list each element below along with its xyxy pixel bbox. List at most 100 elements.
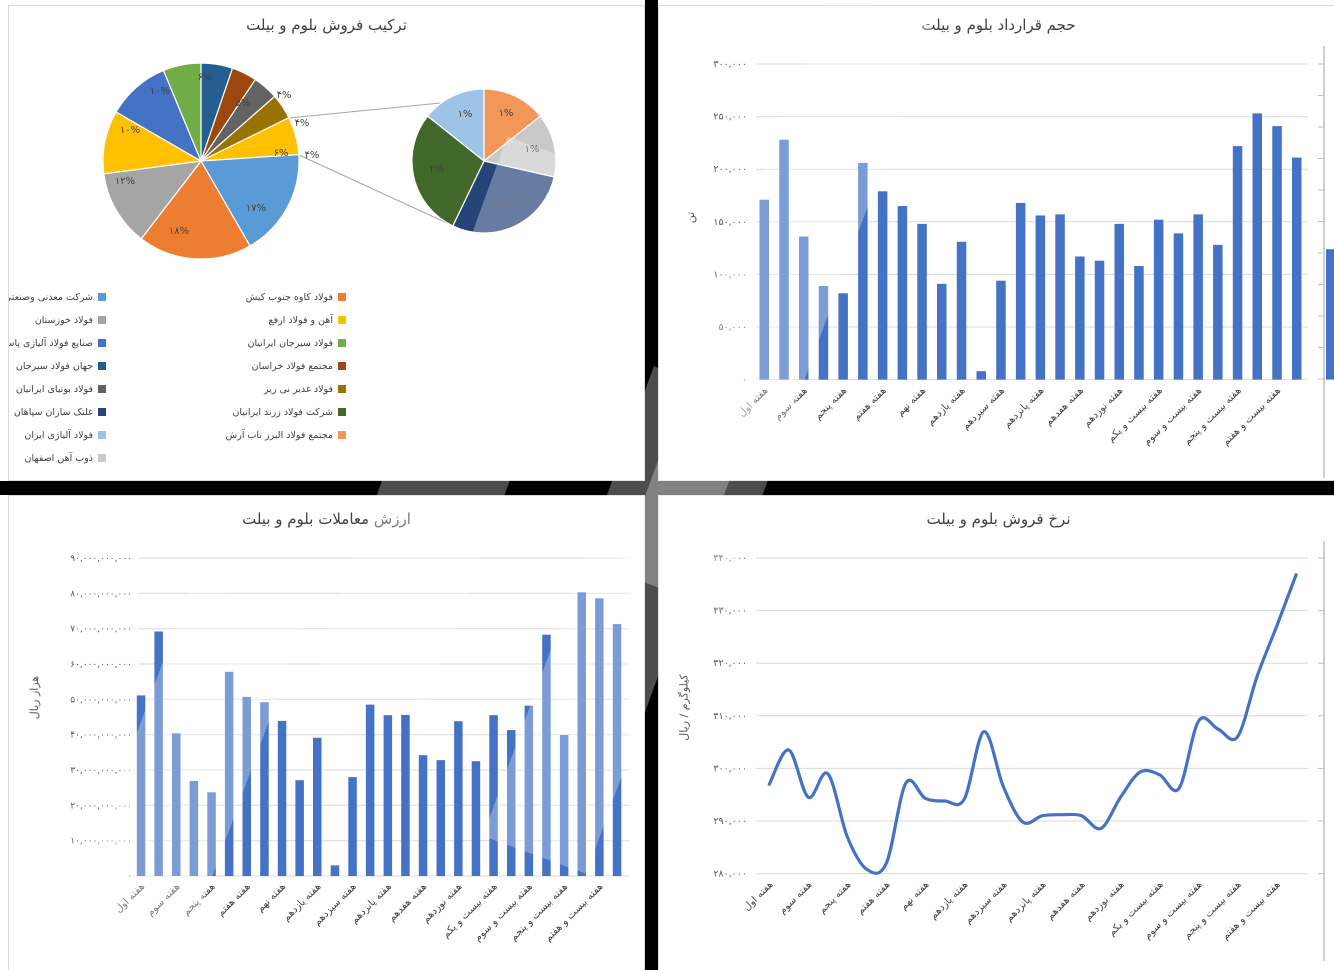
bar: [917, 223, 927, 380]
bar: [436, 760, 445, 876]
x-tick-label: هفته نهم: [898, 879, 931, 912]
legend-label: شرکت معدنی وصنعتی چادرملو: [9, 292, 93, 303]
pie-slice: [140, 159, 251, 260]
bar: [471, 761, 481, 876]
x-tick-label: هفته سوم: [773, 385, 810, 422]
legend-swatch: [98, 385, 106, 393]
bar: [1232, 146, 1243, 380]
y-tick-label: ۳۲۰,۰۰۰: [713, 658, 747, 669]
bar: [313, 737, 322, 876]
chart-title-contract-volume: حجم قرارداد بلوم و بیلت: [921, 16, 1076, 34]
y-tick-label: ۵۰,۰۰۰,۰۰۰,۰۰۰: [70, 695, 132, 705]
pie-connector-line: [288, 100, 462, 119]
legend-label: ذوب آهن اصفهان: [25, 451, 93, 464]
bar: [260, 702, 269, 876]
pie-percent-label: ۱۷%: [246, 203, 266, 214]
y-tick-label: ۴۰,۰۰۰,۰۰۰,۰۰۰: [70, 731, 132, 741]
bar: [1292, 157, 1302, 380]
y-tick-label: ۱۰۰,۰۰۰: [713, 269, 747, 280]
bar: [877, 191, 888, 380]
bar: [489, 715, 498, 876]
y-tick-label: ۳۴۰,۰۰۰: [713, 553, 747, 564]
legend-label: فولاد خوزستان: [35, 315, 93, 326]
x-tick-label: هفته سیزدهم: [960, 385, 1007, 432]
bar: [542, 634, 551, 876]
bar: [295, 780, 304, 876]
bar: [956, 241, 967, 380]
legend-swatch: [338, 408, 346, 416]
y-tick-label: ۷۰,۰۰۰,۰۰۰,۰۰۰: [70, 625, 132, 635]
bar: [1075, 256, 1085, 380]
legend-label: فولاد بوتیای ایرانیان: [16, 384, 93, 395]
legend-swatch: [98, 339, 106, 347]
pie-slice-secondary: [482, 115, 557, 178]
divider-horizontal: [0, 481, 1334, 495]
y-tick-label: ۳۰,۰۰۰,۰۰۰,۰۰۰: [70, 766, 132, 776]
x-tick-label: هفته پنجم: [817, 879, 854, 916]
pie-slice-secondary: [411, 115, 485, 227]
bar: [612, 624, 622, 876]
pie-percent-label: ۵%: [236, 98, 251, 109]
legend-swatch: [338, 362, 346, 370]
bar: [1134, 266, 1144, 380]
legend-swatch: [98, 408, 106, 416]
y-tick-label: ۸۰,۰۰۰,۰۰۰,۰۰۰: [70, 589, 132, 599]
bar: [383, 715, 393, 876]
legend-swatch: [338, 293, 346, 301]
legend-swatch: [98, 431, 106, 439]
x-tick-label: هفته هفتم: [851, 385, 888, 422]
pie-slice-secondary: [451, 160, 555, 234]
pie-percent-label: ۱%: [458, 109, 473, 120]
y-tick-label: ۲۰,۰۰۰,۰۰۰,۰۰۰: [70, 801, 132, 811]
bar: [136, 695, 146, 876]
x-tick-label: هفته پنجم: [181, 881, 218, 918]
x-tick-label: هفته هفدهم: [1043, 385, 1086, 428]
pie-percent-label: ۴%: [277, 90, 292, 101]
chart-title-sale-rate: نرخ فروش بلوم و بیلت: [926, 510, 1071, 528]
bar: [277, 720, 287, 876]
bar: [1094, 260, 1105, 380]
panel-trade-value: ارزش معاملات بلوم و بیلت هزار ریال ۹۰,۰۰…: [8, 495, 645, 970]
bar: [454, 721, 463, 876]
bar: [330, 865, 340, 876]
bar: [418, 755, 428, 876]
legend-label: جهان فولاد سیرجان: [16, 361, 93, 372]
pie-percent-label: ۴%: [295, 118, 310, 129]
x-tick-label: هفته یازدهم: [925, 385, 967, 427]
bar: [154, 631, 163, 876]
bar: [976, 371, 986, 380]
x-tick-label: هفته هفدهم: [1045, 879, 1088, 922]
legend-label: مجتمع فولاد خراسان: [252, 361, 333, 372]
pie-percent-label: ۲%: [499, 199, 514, 210]
value-bar-chart-svg: ۹۰,۰۰۰,۰۰۰,۰۰۰ ۸۰,۰۰۰,۰۰۰,۰۰۰ ۷۰,۰۰۰,۰۰۰,۰…: [70, 554, 629, 944]
bar: [1252, 113, 1262, 380]
bar: [172, 733, 181, 876]
bar: [401, 714, 410, 876]
pie-percent-label: ۱۸%: [169, 226, 189, 237]
legend-label: فولاد کاوه جنوب کیش: [246, 292, 333, 303]
rate-line: [767, 573, 1298, 875]
y-tick-label: ۱۰,۰۰۰,۰۰۰,۰۰۰: [70, 837, 132, 847]
x-tick-label: هفته هفتم: [855, 879, 892, 916]
x-tick-label: هفته پانزدهم: [1002, 385, 1047, 430]
pie-percent-label: ۶%: [198, 72, 213, 83]
bar: [1213, 244, 1223, 380]
bar: [348, 777, 357, 876]
legend-swatch: [98, 454, 106, 462]
pie-slice-secondary: [483, 88, 542, 163]
bar: [1193, 214, 1203, 380]
bar: [779, 139, 789, 380]
bar: [507, 730, 516, 876]
x-tick-label: هفته سوم: [145, 881, 182, 918]
bar: [858, 162, 868, 380]
y-tick-label: ۲۵۰,۰۰۰: [713, 112, 747, 123]
legend-label: شرکت فولاد زرند ایرانیان: [232, 407, 333, 418]
bar: [1055, 214, 1065, 380]
pie-percent-label: ۱۲%: [115, 176, 135, 187]
pie-chart-svg: ۵% ۴% ۴% ۴% ۶% ۱۷% ۱۸% ۱۲% ۱۰% ۱۰% ۶% ۱% ۱% ۲% ۲% ۱% فول…: [9, 62, 557, 464]
bar: [1173, 233, 1184, 380]
legend-label: فولاد سیرجان ایرانیان: [248, 338, 334, 349]
y-tick-label: ۲۰۰,۰۰۰: [713, 164, 747, 175]
x-tick-label: هفته سوم: [777, 879, 814, 916]
x-tick-label: هفته پانزدهم: [1004, 879, 1049, 924]
